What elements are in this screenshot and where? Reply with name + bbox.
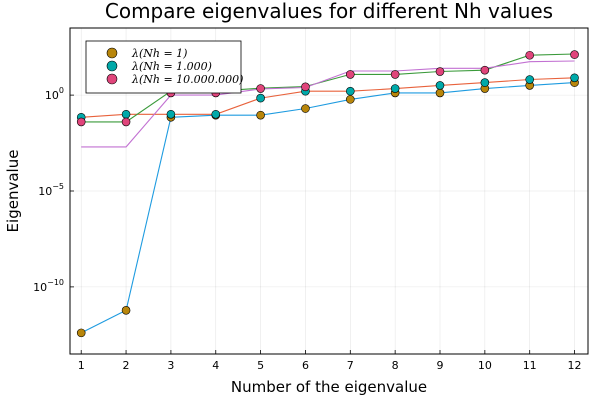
chart-title: Compare eigenvalues for different Nh val… (105, 0, 553, 23)
series-line-0 (80, 82, 575, 334)
data-point-series-0 (435, 88, 445, 98)
legend-marker-nh1000 (106, 60, 118, 72)
data-point-series-2 (570, 50, 579, 59)
extra-series-line (81, 60, 575, 148)
data-point-series-0 (121, 306, 131, 315)
data-point-series-2 (480, 65, 490, 75)
data-point-series-0 (301, 104, 310, 113)
data-point-series-2 (525, 50, 534, 60)
legend-marker-nh10000000 (106, 73, 118, 85)
y-axis-label: Eigenvalue (4, 150, 22, 233)
series-line-1 (81, 77, 575, 118)
data-point-series-0 (346, 95, 355, 104)
data-point-series-1 (435, 81, 445, 90)
x-tick-label: 6 (302, 359, 309, 372)
data-point-series-2 (390, 70, 400, 79)
y-tick-label: 10−10 (33, 278, 64, 294)
x-tick-label: 8 (392, 359, 399, 372)
x-tick-label: 7 (347, 359, 354, 372)
legend-label-nh1: λ(Nh = 1) (131, 47, 187, 60)
x-tick-label: 1 (78, 359, 85, 372)
x-tick-label: 2 (123, 359, 130, 372)
y-tick-label: 100 (45, 86, 64, 102)
x-axis-label: Number of the eigenvalue (231, 378, 427, 396)
data-point-series-2 (346, 70, 355, 79)
data-point-series-0 (256, 110, 265, 120)
data-point-series-2 (435, 67, 445, 76)
data-point-series-2 (301, 82, 310, 92)
data-point-series-0 (76, 328, 86, 338)
legend-label-nh1000: λ(Nh = 1.000) (131, 60, 212, 73)
legend-label-nh10000000: λ(Nh = 10.000.000) (131, 73, 243, 86)
legend-marker-nh1 (106, 47, 118, 59)
data-point-series-2 (76, 117, 86, 127)
x-tick-label: 4 (212, 359, 219, 372)
data-point-series-1 (166, 109, 176, 119)
data-point-series-1 (480, 78, 490, 87)
data-point-series-1 (390, 84, 400, 93)
data-point-series-1 (346, 86, 355, 96)
legend: λ(Nh = 1) λ(Nh = 1.000) λ(Nh = 10.000.00… (85, 40, 243, 94)
data-point-series-1 (121, 109, 131, 119)
x-tick-label: 12 (568, 359, 582, 372)
series-lines (80, 53, 575, 334)
x-tick-label: 5 (257, 359, 264, 372)
data-point-series-1 (256, 93, 265, 103)
x-tick-label: 3 (167, 359, 174, 372)
x-tick-label: 11 (523, 359, 537, 372)
x-tick-label: 10 (478, 359, 492, 372)
x-tick-label: 9 (437, 359, 444, 372)
data-point-series-2 (256, 84, 265, 93)
data-point-series-2 (121, 117, 131, 127)
data-point-series-1 (525, 75, 534, 84)
series-points (76, 50, 579, 338)
y-tick-label: 10−5 (38, 182, 64, 198)
data-point-series-1 (570, 73, 579, 83)
data-point-series-1 (211, 109, 221, 119)
